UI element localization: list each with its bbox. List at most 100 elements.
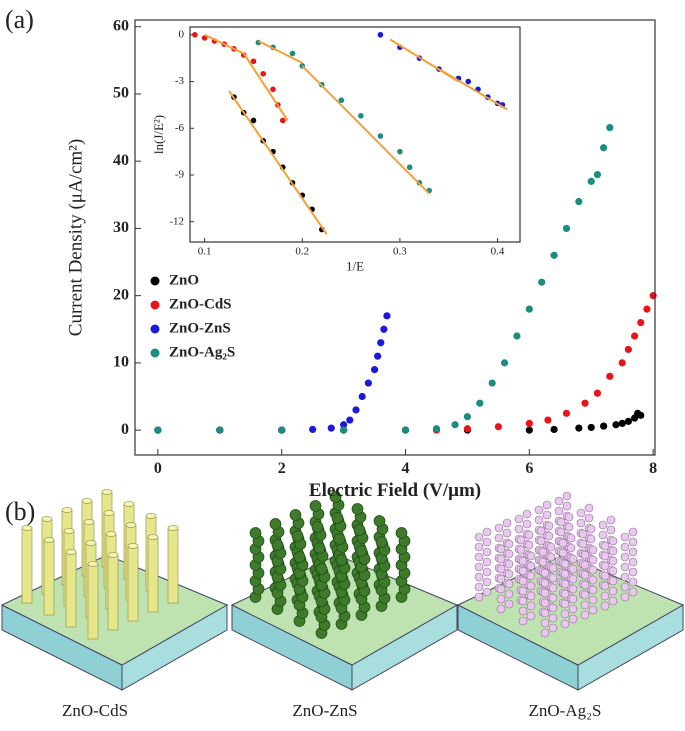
- nanoparticle: [600, 601, 610, 611]
- nanoparticle: [542, 500, 552, 510]
- nanorod-top: [127, 543, 139, 549]
- nanoparticle: [502, 528, 512, 538]
- nanoparticle: [628, 527, 638, 537]
- nanoparticle: [474, 592, 484, 602]
- nanoparticle: [474, 552, 484, 562]
- nanoparticle: [504, 589, 514, 599]
- nanoparticle: [524, 540, 534, 550]
- y-tick-label: -3: [175, 75, 185, 87]
- data-point: [374, 352, 382, 360]
- nanorod-top: [83, 519, 95, 525]
- nanoparticle: [315, 563, 328, 575]
- nanorod-top: [101, 489, 113, 495]
- nanorod-top: [125, 522, 137, 528]
- data-point: [587, 177, 595, 185]
- nanoparticle: [548, 583, 558, 593]
- nanoparticle: [526, 611, 536, 621]
- nanorod-top: [105, 531, 117, 537]
- data-point: [432, 425, 441, 433]
- nanoparticle: [578, 539, 588, 549]
- nanorod-top: [147, 534, 159, 540]
- data-point: [581, 399, 589, 407]
- data-point: [340, 426, 348, 434]
- data-point: [612, 421, 620, 429]
- data-point: [600, 144, 608, 152]
- data-point: [488, 379, 496, 387]
- data-point: [250, 58, 257, 65]
- nanoparticle: [620, 572, 630, 582]
- nanoparticle: [534, 515, 544, 525]
- data-point: [154, 426, 162, 434]
- data-point: [550, 251, 558, 259]
- fit-line: [257, 40, 303, 64]
- nanoparticle: [578, 529, 588, 539]
- legend-label: ZnO-CdS: [169, 296, 232, 312]
- nanoparticle: [518, 616, 528, 626]
- x-tick-label: 0.3: [393, 245, 407, 257]
- fit-line: [301, 65, 430, 195]
- nanoparticle: [562, 501, 572, 511]
- nanoparticle: [293, 551, 306, 563]
- nanorod: [167, 527, 179, 604]
- nanoparticle: [536, 526, 546, 536]
- data-point: [562, 224, 571, 233]
- data-point: [279, 117, 286, 124]
- data-point: [624, 345, 632, 354]
- nanoparticle: [518, 556, 528, 566]
- data-point: [397, 148, 403, 155]
- data-point: [575, 197, 583, 206]
- nanoparticle: [560, 619, 570, 629]
- data-point: [465, 78, 472, 85]
- plot-marks: [192, 31, 508, 235]
- nanoparticle: [526, 571, 536, 581]
- nanoparticle: [496, 584, 506, 594]
- nanoparticle: [524, 530, 534, 540]
- nanorod-top: [85, 540, 97, 546]
- nanoparticle: [311, 521, 324, 533]
- nanoparticle: [353, 524, 366, 536]
- x-axis-label: Electric Field (V/μm): [309, 480, 481, 501]
- data-point: [649, 292, 657, 300]
- nanoparticle: [482, 527, 492, 537]
- nanoparticle: [584, 503, 594, 513]
- nanoparticle: [588, 595, 598, 605]
- nanoparticle: [600, 571, 610, 581]
- panel-label: (a): [5, 5, 34, 34]
- nanoparticle: [271, 539, 284, 551]
- data-point: [494, 423, 502, 431]
- y-axis-label: ln(J/E²): [151, 115, 166, 154]
- nanoparticle: [269, 518, 282, 530]
- nanoparticle: [518, 606, 528, 616]
- nanorod-top: [107, 552, 119, 558]
- nanorod-top: [87, 561, 99, 567]
- nanoparticle: [474, 542, 484, 552]
- nanoparticle: [608, 586, 618, 596]
- data-point: [278, 426, 286, 434]
- data-point: [600, 422, 608, 430]
- nanoparticle: [568, 594, 578, 604]
- nanoparticle: [504, 579, 514, 589]
- nanoparticle: [518, 576, 528, 586]
- x-axis-label: 1/E: [346, 258, 364, 273]
- nanoparticle: [496, 544, 506, 554]
- nanorod: [43, 539, 55, 616]
- nanoparticle: [546, 542, 556, 552]
- data-point: [358, 392, 366, 401]
- nanoparticle: [588, 575, 598, 585]
- nanoparticle: [560, 609, 570, 619]
- nanoparticle: [494, 533, 504, 543]
- nanoparticle: [548, 563, 558, 573]
- nanoparticle: [620, 552, 630, 562]
- data-point: [538, 278, 546, 286]
- nanoparticle: [588, 585, 598, 595]
- nanoparticle: [548, 593, 558, 603]
- nanoparticle: [620, 562, 630, 572]
- fit-line: [228, 90, 328, 235]
- nanoparticle: [620, 532, 630, 542]
- data-point: [289, 50, 296, 57]
- data-point: [587, 423, 595, 432]
- nanoparticle: [568, 604, 578, 614]
- x-tick-label: 0: [154, 460, 162, 477]
